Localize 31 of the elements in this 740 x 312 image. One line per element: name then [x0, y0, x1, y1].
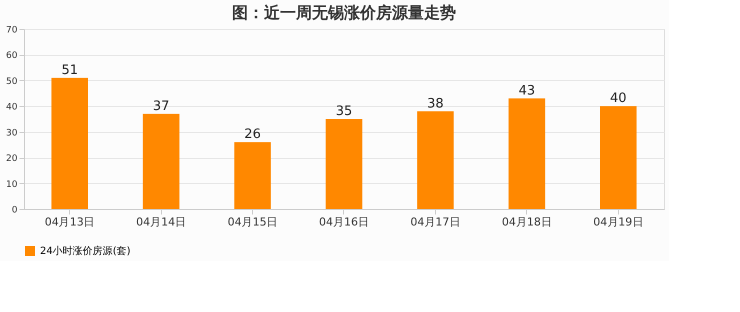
- data-label: 40: [610, 91, 627, 106]
- data-label: 51: [61, 62, 78, 78]
- bar: [508, 98, 546, 209]
- y-tick-label: 0: [12, 206, 18, 216]
- data-label: 35: [336, 104, 352, 119]
- x-tick-label: 04月16日: [319, 216, 369, 228]
- bar: [417, 111, 454, 209]
- x-tick-label: 04月14日: [136, 216, 186, 228]
- bar: [326, 119, 362, 209]
- data-label: 43: [518, 83, 536, 98]
- data-label: 37: [152, 98, 170, 114]
- y-tick-label: 70: [6, 26, 18, 36]
- y-tick-label: 10: [6, 180, 18, 190]
- y-tick-label: 20: [6, 154, 18, 164]
- data-label: 26: [244, 127, 261, 142]
- y-tick-label: 40: [6, 102, 18, 113]
- bar: [600, 106, 637, 209]
- x-tick-label: 04月19日: [593, 216, 644, 228]
- y-tick-label: 30: [6, 128, 18, 138]
- x-tick-label: 04月15日: [228, 216, 278, 228]
- x-tick-label: 04月13日: [44, 216, 95, 228]
- legend-label: 24小时涨价房源(套): [40, 245, 131, 257]
- bar: [51, 78, 88, 209]
- bar: [142, 114, 180, 209]
- data-label: 38: [427, 96, 444, 112]
- chart-title: 图：近一周无锡涨价房源量走势: [232, 3, 456, 22]
- y-tick-label: 50: [6, 76, 18, 87]
- x-tick-label: 04月17日: [410, 216, 460, 228]
- x-tick-label: 04月18日: [502, 216, 552, 228]
- bar: [234, 142, 271, 209]
- y-tick-label: 60: [6, 51, 18, 62]
